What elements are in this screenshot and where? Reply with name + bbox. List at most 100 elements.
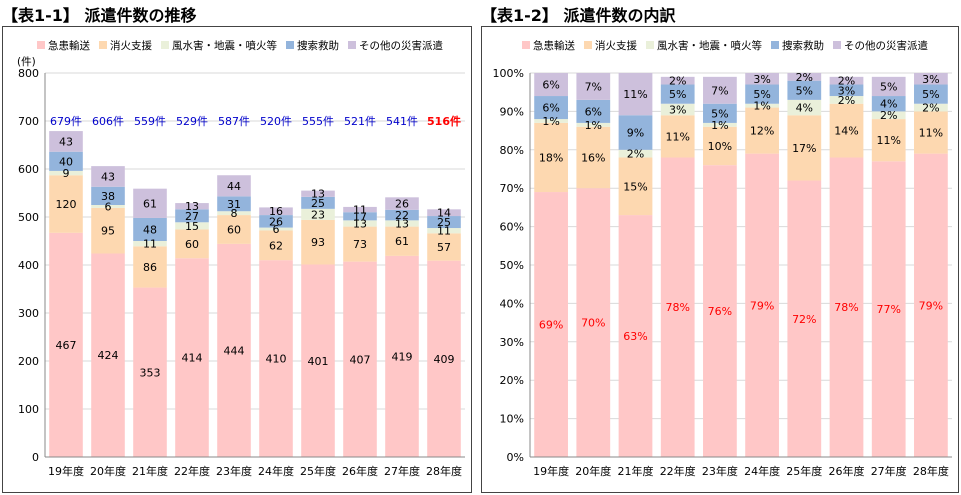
- bar-segment: [91, 207, 125, 254]
- y-tick-label: 300: [18, 307, 39, 320]
- bar-segment: [534, 122, 568, 193]
- data-label: 1%: [542, 115, 559, 128]
- bar-segment: [576, 99, 611, 123]
- legend-label: 急患輸送: [48, 39, 90, 52]
- bar-segment: [343, 261, 377, 457]
- bar-segment: [91, 253, 125, 457]
- data-label: 5%: [880, 80, 897, 93]
- bar-segment: [618, 157, 653, 216]
- data-label: 424: [98, 349, 119, 362]
- bar-segment: [787, 80, 822, 100]
- data-label: 10%: [708, 140, 732, 153]
- y-tick-label: 30%: [500, 336, 524, 349]
- data-label: 467: [56, 339, 77, 352]
- data-label: 419: [392, 350, 413, 363]
- legend-label: 捜索救助: [297, 39, 339, 52]
- chart-title-2: 【表1-2】 派遣件数の内訳: [481, 6, 676, 25]
- bar-segment: [91, 166, 125, 187]
- bar-segment: [703, 76, 737, 104]
- bar-segment: [787, 73, 822, 81]
- data-label: 14%: [834, 125, 858, 138]
- data-label: 401: [308, 355, 329, 368]
- data-label: 7%: [711, 84, 728, 97]
- data-label: 60: [185, 238, 199, 251]
- data-label: 5%: [669, 88, 686, 101]
- x-tick-label: 25年度: [300, 464, 336, 478]
- data-label: 78%: [665, 301, 689, 314]
- data-label: 43: [59, 135, 73, 148]
- y-tick-label: 0%: [507, 451, 524, 464]
- bar-segment: [175, 209, 209, 223]
- chart-title-1: 【表1-1】 派遣件数の推移: [2, 6, 197, 25]
- legend-label: 風水害・地震・噴火等: [172, 39, 277, 52]
- data-label: 57: [437, 241, 451, 254]
- data-label: 86: [143, 261, 157, 274]
- bar-segment: [534, 73, 568, 97]
- data-label: 22: [395, 209, 409, 222]
- data-label: 77%: [876, 303, 900, 316]
- bar-segment: [259, 260, 293, 457]
- data-label: 353: [140, 366, 161, 379]
- bar-segment: [343, 206, 377, 213]
- x-tick-label: 20年度: [90, 464, 126, 478]
- data-label: 6: [273, 223, 280, 236]
- bar-segment: [660, 103, 695, 116]
- legend-label: 急患輸送: [533, 39, 575, 52]
- y-tick-label: 60%: [500, 221, 524, 234]
- data-label: 2%: [838, 94, 855, 107]
- y-tick-label: 10%: [500, 413, 524, 426]
- x-tick-label: 27年度: [871, 464, 907, 478]
- data-label: 11%: [876, 134, 900, 147]
- data-label: 11: [437, 225, 451, 238]
- data-label: 63%: [623, 330, 647, 343]
- bar-segment: [259, 230, 293, 261]
- bar-segment: [343, 226, 377, 262]
- data-label: 1%: [753, 100, 770, 113]
- data-label: 18%: [539, 151, 563, 164]
- bar-segment: [175, 203, 209, 210]
- y-tick-label: 90%: [500, 105, 524, 118]
- bar-segment: [829, 76, 864, 85]
- bar-segment: [427, 233, 461, 261]
- data-label: 13: [311, 188, 325, 201]
- data-label: 72%: [792, 313, 816, 326]
- data-label: 4%: [796, 102, 813, 115]
- legend-label: その他の災害派遣: [359, 39, 443, 52]
- bar-segment: [175, 258, 209, 457]
- legend-swatch: [833, 41, 841, 49]
- bar-segment: [660, 76, 695, 85]
- bar-segment: [385, 197, 419, 210]
- bar-segment: [660, 115, 695, 158]
- data-label: 414: [182, 352, 203, 365]
- data-label: 8: [231, 207, 238, 220]
- data-label: 70%: [581, 317, 605, 330]
- x-tick-label: 24年度: [744, 464, 780, 478]
- bar-segment: [745, 84, 779, 104]
- data-label: 48: [143, 223, 157, 236]
- bar-segment: [534, 192, 568, 458]
- data-label: 2%: [627, 148, 644, 161]
- bar-segment: [871, 96, 906, 112]
- chart-panel-dispatch-trend: 急患輸送 消火支援 風水害・地震・噴火等 捜索救助 その他の災害派遣 (件) 0 100 200…: [2, 26, 472, 493]
- legend-label: 消火支援: [110, 39, 152, 52]
- y-tick-label: 600: [18, 163, 39, 176]
- data-label: 95: [101, 225, 115, 238]
- legend-label: 捜索救助: [782, 39, 824, 52]
- x-tick-label: 21年度: [132, 464, 168, 478]
- data-label: 120: [56, 198, 77, 211]
- bar-segment: [301, 208, 335, 220]
- data-label: 5%: [796, 84, 813, 97]
- y-axis-unit: (件): [17, 56, 36, 68]
- data-label: 9: [63, 167, 70, 180]
- legend-swatch: [348, 41, 356, 49]
- bar-segment: [343, 212, 377, 221]
- y-tick-label: 200: [18, 355, 39, 368]
- data-label: 5%: [922, 88, 939, 101]
- bar-segment: [871, 161, 906, 457]
- bar-segment: [829, 103, 864, 158]
- data-label: 6%: [542, 79, 559, 92]
- bar-segment: [217, 196, 251, 212]
- bar-segment: [385, 209, 419, 221]
- bar-segment: [914, 103, 948, 112]
- data-label: 23: [311, 208, 325, 221]
